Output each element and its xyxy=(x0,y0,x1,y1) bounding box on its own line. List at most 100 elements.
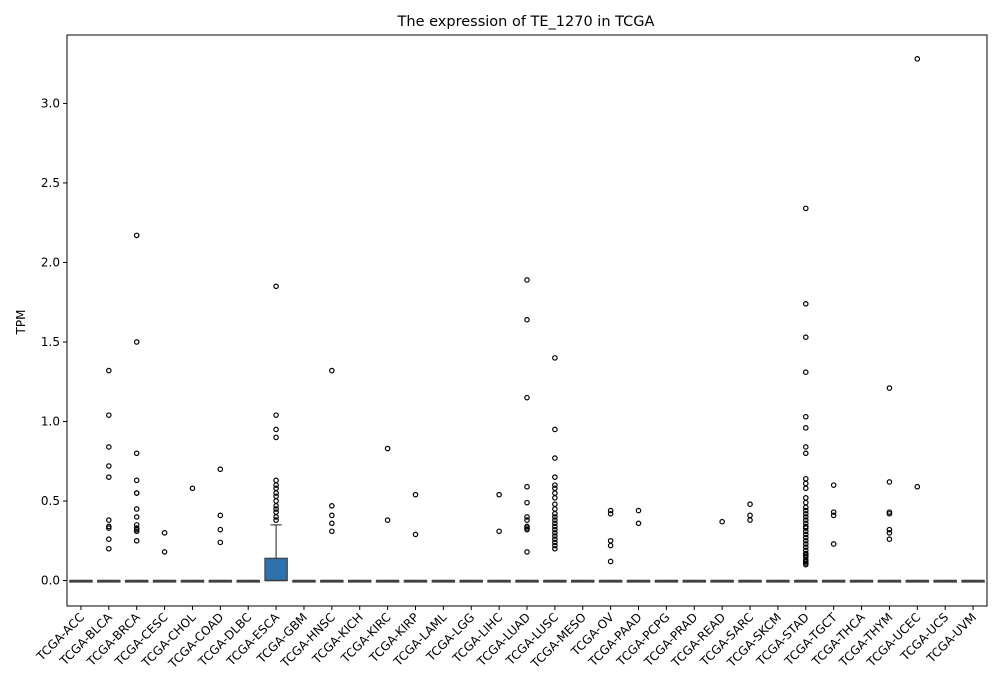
outlier-point xyxy=(106,525,112,531)
outlier-point xyxy=(802,525,809,531)
y-tick-label: 0.0 xyxy=(41,574,60,588)
outlier-point xyxy=(747,517,753,523)
outlier-point xyxy=(802,537,809,544)
outlier-point xyxy=(802,444,809,450)
outlier-point xyxy=(273,490,279,496)
outlier-point xyxy=(802,334,809,341)
outlier-point xyxy=(802,369,809,375)
outlier-point xyxy=(552,455,558,461)
outlier-point xyxy=(886,510,893,517)
outlier-point xyxy=(217,466,224,473)
outlier-point xyxy=(217,526,224,533)
outlier-point xyxy=(607,510,614,517)
outlier-point xyxy=(106,517,112,523)
outlier-point xyxy=(273,502,279,509)
outlier-point xyxy=(524,549,530,555)
outlier-point xyxy=(412,491,419,498)
outlier-point xyxy=(273,477,279,484)
outlier-point xyxy=(217,512,224,519)
outlier-point xyxy=(802,514,809,520)
outlier-point xyxy=(747,512,753,519)
outlier-point xyxy=(552,482,558,488)
outlier-point xyxy=(802,541,809,547)
outlier-point xyxy=(635,520,642,527)
outlier-point xyxy=(719,518,725,525)
outlier-point xyxy=(552,514,558,520)
outlier-point xyxy=(106,474,112,480)
box xyxy=(264,557,288,582)
outlier-point xyxy=(830,509,837,515)
outlier-point xyxy=(161,530,168,536)
outlier-point xyxy=(524,483,530,490)
outlier-point xyxy=(607,507,614,514)
outlier-point xyxy=(329,367,335,374)
outlier-point xyxy=(635,507,642,514)
outlier-point xyxy=(133,477,140,484)
outlier-point xyxy=(802,495,809,501)
outlier-point xyxy=(106,444,112,450)
y-tick-label: 1.0 xyxy=(41,414,60,428)
outlier-point xyxy=(802,544,809,550)
outlier-point xyxy=(329,512,335,519)
outlier-point xyxy=(384,517,391,523)
outlier-point xyxy=(273,498,279,504)
outlier-point xyxy=(886,385,893,391)
outlier-point xyxy=(802,425,809,431)
outlier-point xyxy=(133,232,140,239)
y-tick-label: 0.5 xyxy=(41,494,60,508)
outlier-point xyxy=(552,542,558,549)
outlier-point xyxy=(273,283,279,290)
outlier-point xyxy=(552,506,558,512)
outlier-point xyxy=(802,413,809,420)
outlier-point xyxy=(189,485,196,492)
outlier-point xyxy=(802,504,809,511)
chart-title: The expression of TE_1270 in TCGA xyxy=(397,14,655,30)
outlier-point xyxy=(552,501,558,508)
outlier-point xyxy=(802,205,809,212)
y-axis-label: TPM xyxy=(14,310,28,336)
outlier-point xyxy=(133,450,140,457)
outlier-point xyxy=(106,367,112,374)
outlier-point xyxy=(106,545,112,552)
outlier-point xyxy=(552,539,558,546)
outlier-point xyxy=(607,558,614,565)
outlier-point xyxy=(552,545,558,552)
outlier-point xyxy=(106,412,112,418)
outlier-point xyxy=(552,533,558,539)
outlier-point xyxy=(802,528,809,535)
outlier-point xyxy=(802,531,809,538)
outlier-point xyxy=(524,394,530,401)
axes-frame xyxy=(66,34,988,607)
outlier-point xyxy=(830,541,837,547)
outlier-point xyxy=(106,463,112,469)
outlier-point xyxy=(802,507,809,514)
outlier-point xyxy=(133,528,140,535)
outlier-point xyxy=(524,517,530,523)
outlier-point xyxy=(412,531,419,538)
outlier-point xyxy=(886,479,893,485)
outlier-point xyxy=(133,514,140,520)
outlier-point xyxy=(802,485,809,492)
outlier-point xyxy=(161,549,168,555)
outlier-point xyxy=(329,502,335,509)
outlier-point xyxy=(273,517,279,523)
outlier-point xyxy=(133,537,140,544)
outlier-point xyxy=(329,528,335,535)
outlier-point xyxy=(496,491,502,498)
y-tick-label: 2.5 xyxy=(41,176,60,190)
outlier-point xyxy=(524,526,530,533)
y-tick-label: 3.0 xyxy=(41,96,60,110)
outlier-point xyxy=(886,536,893,542)
outlier-point xyxy=(802,480,809,487)
outlier-point xyxy=(747,501,753,508)
outlier-point xyxy=(273,434,279,441)
outlier-point xyxy=(552,517,558,523)
outlier-point xyxy=(607,542,614,549)
outlier-point xyxy=(552,530,558,536)
outlier-point xyxy=(552,536,558,542)
outlier-point xyxy=(802,517,809,523)
outlier-point xyxy=(607,537,614,544)
outlier-point xyxy=(802,561,809,568)
outlier-point xyxy=(524,277,530,283)
